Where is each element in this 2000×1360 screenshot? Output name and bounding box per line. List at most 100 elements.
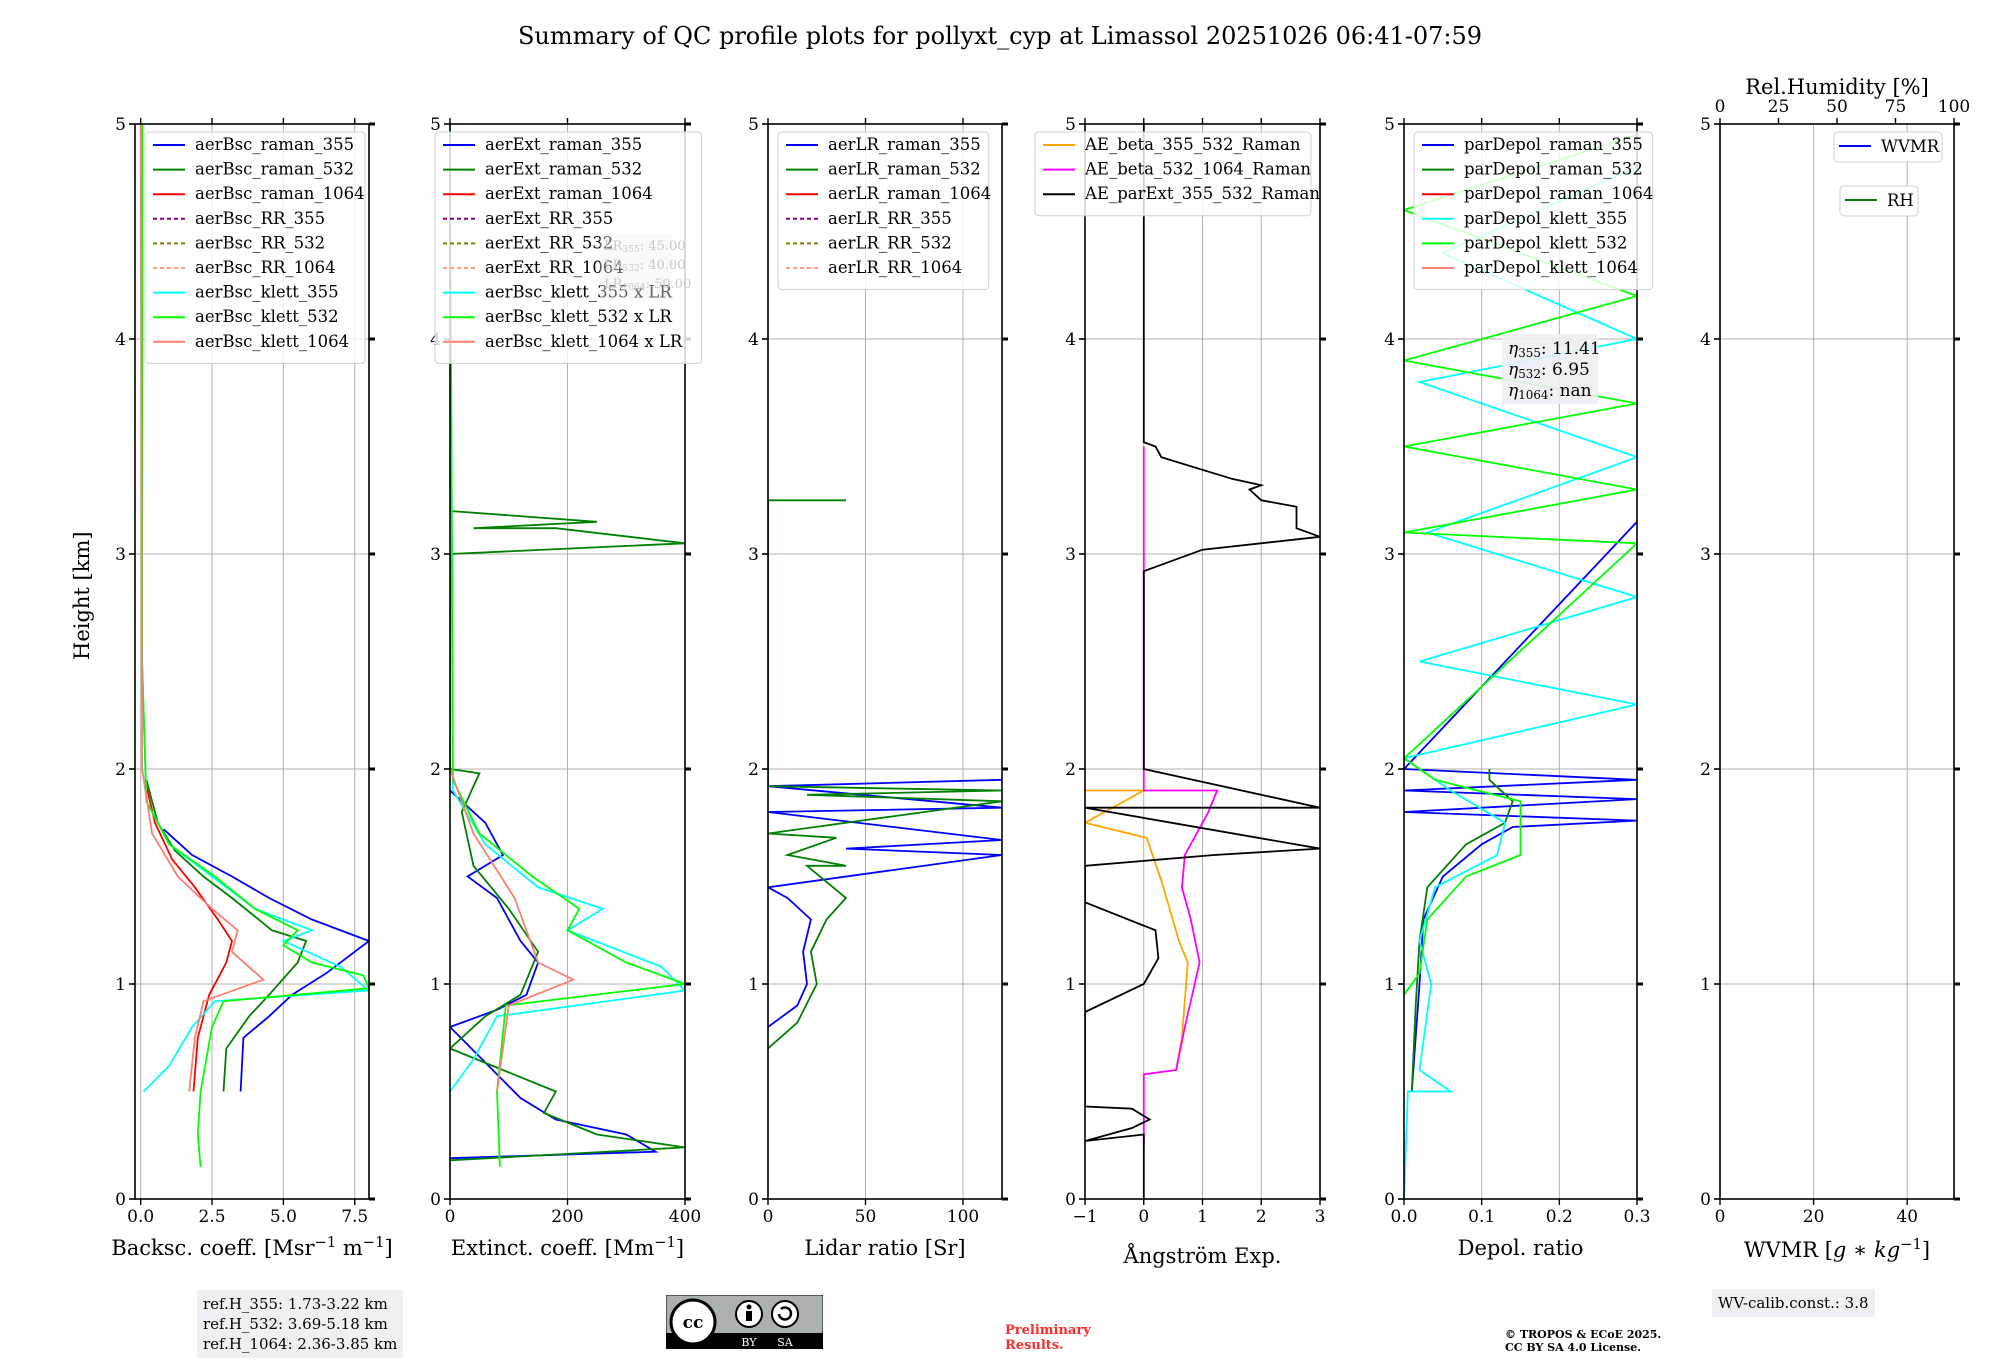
panel-bsc: 0.0 2.5 5.0 7.5 0 1 2 3 4 5 Backsc. coeff. [Msr−1 …	[111, 115, 392, 1260]
legend-label: parDepol_klett_1064	[1464, 258, 1638, 277]
series-aerBsc_klett_1064	[139, 124, 266, 1092]
legend-frame	[1833, 131, 1943, 163]
series-aerBsc_raman_1064	[144, 779, 233, 1092]
wv-calib-text: WV-calib.const.: 3.8	[1718, 1294, 1869, 1312]
cc-by-sa-badge-icon: cc BY SA	[666, 1295, 823, 1349]
refH-532: ref.H_532: 3.69-5.18 km	[203, 1315, 388, 1333]
y-tick-label: 5	[430, 115, 441, 135]
preliminary-line-1: Preliminary	[1005, 1323, 1091, 1338]
axes-frame	[134, 123, 370, 1200]
legend-label: aerLR_RR_1064	[828, 258, 962, 277]
y-tick-label: 0	[430, 1190, 441, 1210]
legend-frame	[777, 131, 990, 291]
y-tick-label: 4	[1065, 330, 1076, 350]
legend-label: aerLR_RR_532	[828, 233, 952, 252]
x-tick-label: −1	[1072, 1207, 1097, 1227]
legend-frame	[144, 131, 366, 364]
y-tick-label: 0	[748, 1190, 759, 1210]
legend-label: aerLR_RR_355	[828, 209, 952, 228]
svg-text:cc: cc	[683, 1313, 704, 1333]
y-tick-label: 3	[1384, 545, 1395, 565]
y-tick-label: 5	[748, 115, 759, 135]
top-axis-label: Rel.Humidity [%]	[1745, 75, 1929, 99]
legend-label: AE_beta_355_532_Raman	[1084, 135, 1301, 154]
legend-label: aerBsc_RR_532	[195, 233, 325, 252]
panel-ext: 0200400012345Extinct. coeff. [Mm−1]aerEx…	[430, 115, 703, 1261]
x-tick-label: 0	[445, 1207, 456, 1227]
axes-frame	[1719, 123, 1955, 1200]
legend-label: aerBsc_RR_1064	[195, 258, 336, 277]
x-tick-label: 0	[763, 1207, 774, 1227]
legend-label: aerBsc_RR_355	[195, 209, 325, 228]
legend-label: aerLR_raman_1064	[828, 184, 991, 203]
x-axis-label: WVMR [g ∗ kg−1]	[1744, 1236, 1930, 1263]
y-tick-label: 4	[1700, 330, 1711, 350]
annotation-box: LR355: 45.00 LR532: 40.00 LR1064: 50.00	[600, 234, 691, 300]
y-tick-label: 1	[430, 975, 441, 995]
x-tick-label: 0.2	[1546, 1207, 1573, 1227]
y-tick-label: 1	[1384, 975, 1395, 995]
legend-label: aerBsc_klett_355 x LR	[485, 283, 672, 302]
series-parDepol_raman_532	[1410, 769, 1514, 1092]
copyright-note: © TROPOS & ECoE 2025. CC BY SA 4.0 Licen…	[1505, 1328, 1661, 1354]
legend-frame	[434, 131, 703, 364]
axes-frame	[1403, 123, 1638, 1200]
x-axis-label: Extinct. coeff. [Mm−1]	[451, 1234, 684, 1261]
preliminary-line-2: Results.	[1005, 1338, 1064, 1353]
copyright-line-1: © TROPOS & ECoE 2025.	[1505, 1328, 1662, 1341]
y-tick-label: 2	[748, 760, 759, 780]
legend: parDepol_raman_355 parDepol_raman_532 parD…	[1413, 131, 1653, 291]
x-tick-label: 0.3	[1623, 1207, 1650, 1227]
annotation-bg	[1502, 334, 1598, 404]
y-tick-label: 1	[115, 975, 126, 995]
top-tick-label: 50	[1826, 97, 1848, 117]
x-tick-label: 2	[1256, 1207, 1267, 1227]
legend-label: parDepol_raman_532	[1464, 160, 1643, 179]
legend: AE_beta_355_532_Raman AE_beta_532_1064_Ra…	[1034, 131, 1320, 217]
x-tick-label: 200	[551, 1207, 583, 1227]
legend-label: aerExt_raman_532	[485, 160, 642, 179]
x-tick-label: 100	[947, 1207, 979, 1227]
series-group	[450, 124, 685, 1167]
legend-label: parDepol_klett_532	[1464, 233, 1627, 252]
x-axis-label: Backsc. coeff. [Msr−1 m−1]	[111, 1234, 392, 1261]
y-tick-label: 3	[1700, 545, 1711, 565]
x-tick-label: 0	[1715, 1207, 1726, 1227]
legend-label: parDepol_klett_355	[1464, 209, 1627, 228]
legend-label: WVMR	[1881, 137, 1940, 156]
cc-by-label: BY	[741, 1336, 757, 1349]
series-aerBsc_klett_1064 x LR	[450, 768, 576, 1092]
series-aerBsc_klett_532	[141, 124, 369, 1167]
y-tick-label: 0	[1384, 1190, 1395, 1210]
y-tick-label: 2	[115, 760, 126, 780]
top-tick-label: 75	[1885, 97, 1907, 117]
series-AE_beta_355_532_Raman	[1085, 789, 1189, 1071]
x-tick-label: 40	[1896, 1207, 1918, 1227]
y-tick-label: 3	[430, 545, 441, 565]
legend: aerLR_raman_355 aerLR_raman_532 aerLR_rama…	[777, 131, 991, 291]
legend-label: RH	[1887, 191, 1914, 210]
x-tick-label: 50	[855, 1207, 877, 1227]
y-tick-label: 5	[1384, 115, 1395, 135]
legend-label: aerBsc_raman_1064	[195, 184, 365, 203]
series-aerBsc_raman_532	[145, 779, 308, 1092]
x-tick-label: 20	[1803, 1207, 1825, 1227]
legend-label: aerExt_raman_355	[485, 135, 642, 154]
series-aerLR_raman_532	[768, 499, 1002, 1050]
preliminary-results-note: Preliminary Results.	[1005, 1323, 1091, 1353]
x-tick-label: 2.5	[199, 1207, 226, 1227]
legend-label: aerExt_RR_1064	[485, 258, 624, 277]
legend: aerBsc_raman_355 aerBsc_raman_532 aerBsc_r…	[144, 131, 366, 364]
legend-label: aerLR_raman_355	[828, 135, 981, 154]
panel-wv: 0 20 40 0 1 2 3 4 5 WVMR [g ∗ kg−1] 0 25 50 75 100 Rel.…	[1700, 75, 1970, 1262]
x-axis-label: Lidar ratio [Sr]	[804, 1236, 965, 1260]
x-tick-label: 400	[669, 1207, 701, 1227]
wv-calib-box: WV-calib.const.: 3.8	[1712, 1289, 1875, 1317]
y-tick-label: 2	[1065, 760, 1076, 780]
series-group	[1085, 124, 1320, 1199]
legend: aerExt_raman_355 aerExt_raman_532 aerExt_r…	[434, 131, 703, 364]
y-tick-label: 1	[1065, 975, 1076, 995]
cc-sa-label: SA	[777, 1336, 794, 1349]
